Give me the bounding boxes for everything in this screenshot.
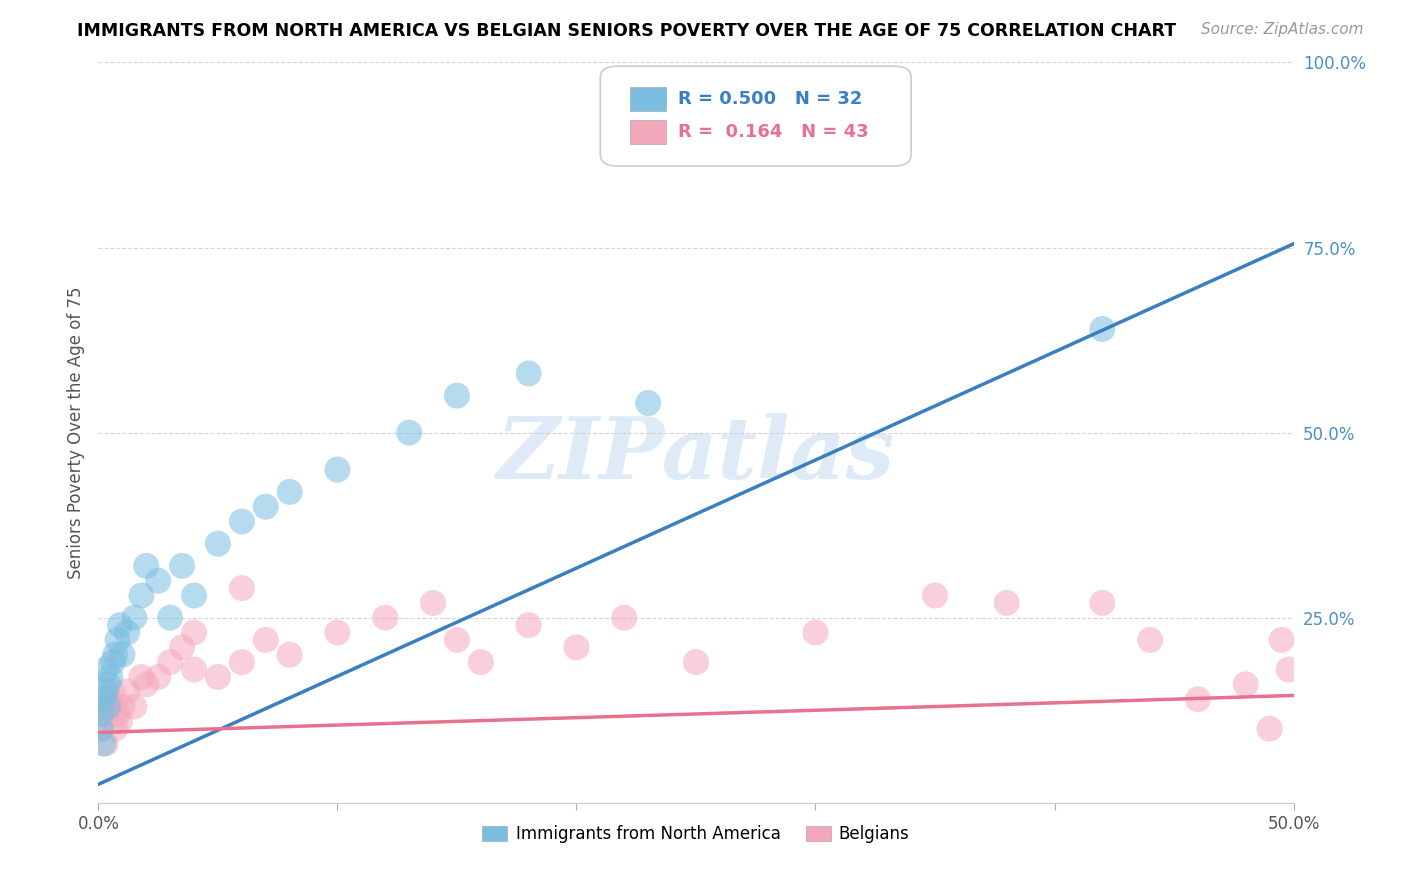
Point — [101, 685, 124, 699]
Point — [1278, 663, 1301, 677]
Point — [90, 722, 112, 736]
Text: ZIPatlas: ZIPatlas — [496, 413, 896, 497]
Point — [135, 558, 157, 573]
Point — [613, 610, 636, 624]
Point — [94, 685, 117, 699]
Point — [104, 648, 127, 662]
Point — [278, 648, 301, 662]
Point — [90, 722, 112, 736]
Point — [135, 677, 157, 691]
Point — [94, 663, 117, 677]
Point — [326, 625, 349, 640]
Point — [148, 574, 170, 588]
Point — [398, 425, 420, 440]
Point — [97, 699, 120, 714]
Point — [111, 648, 134, 662]
Point — [97, 692, 120, 706]
Point — [278, 484, 301, 499]
Point — [207, 536, 229, 550]
Point — [1091, 322, 1114, 336]
Point — [685, 655, 707, 669]
Point — [1258, 722, 1281, 736]
Point — [517, 618, 540, 632]
Text: R = 0.500   N = 32: R = 0.500 N = 32 — [678, 90, 862, 108]
FancyBboxPatch shape — [630, 120, 666, 144]
Point — [108, 618, 131, 632]
Point — [94, 737, 117, 751]
Text: IMMIGRANTS FROM NORTH AMERICA VS BELGIAN SENIORS POVERTY OVER THE AGE OF 75 CORR: IMMIGRANTS FROM NORTH AMERICA VS BELGIAN… — [77, 22, 1177, 40]
Point — [98, 670, 122, 684]
Point — [115, 625, 138, 640]
Point — [231, 515, 253, 529]
Point — [183, 625, 205, 640]
Point — [108, 714, 131, 729]
Legend: Immigrants from North America, Belgians: Immigrants from North America, Belgians — [475, 819, 917, 850]
Point — [1234, 677, 1257, 691]
FancyBboxPatch shape — [630, 87, 666, 111]
Point — [517, 367, 540, 381]
Point — [111, 699, 134, 714]
Point — [374, 610, 396, 624]
Point — [172, 640, 194, 655]
Point — [231, 581, 253, 595]
Point — [1139, 632, 1161, 647]
Point — [159, 610, 181, 624]
Point — [91, 706, 114, 721]
Point — [422, 596, 444, 610]
Point — [565, 640, 588, 655]
Point — [98, 699, 122, 714]
Text: Source: ZipAtlas.com: Source: ZipAtlas.com — [1201, 22, 1364, 37]
Point — [254, 632, 277, 647]
FancyBboxPatch shape — [600, 66, 911, 166]
Point — [995, 596, 1018, 610]
Point — [115, 685, 138, 699]
Y-axis label: Seniors Poverty Over the Age of 75: Seniors Poverty Over the Age of 75 — [66, 286, 84, 579]
Point — [91, 692, 114, 706]
Point — [124, 699, 146, 714]
Point — [183, 663, 205, 677]
Point — [326, 462, 349, 476]
Point — [124, 610, 146, 624]
Point — [183, 589, 205, 603]
Point — [446, 632, 468, 647]
Point — [637, 396, 659, 410]
Point — [1187, 692, 1209, 706]
Point — [254, 500, 277, 514]
Point — [207, 670, 229, 684]
Point — [159, 655, 181, 669]
Point — [107, 632, 129, 647]
Point — [470, 655, 492, 669]
Point — [101, 655, 124, 669]
Point — [148, 670, 170, 684]
Point — [107, 706, 129, 721]
Point — [97, 677, 120, 691]
Point — [1091, 596, 1114, 610]
Point — [91, 737, 114, 751]
Point — [172, 558, 194, 573]
Text: R =  0.164   N = 43: R = 0.164 N = 43 — [678, 123, 869, 141]
Point — [924, 589, 946, 603]
Point — [804, 625, 827, 640]
Point — [1271, 632, 1294, 647]
Point — [131, 589, 153, 603]
Point — [104, 722, 127, 736]
Point — [231, 655, 253, 669]
Point — [131, 670, 153, 684]
Point — [90, 706, 112, 721]
Point — [446, 388, 468, 402]
